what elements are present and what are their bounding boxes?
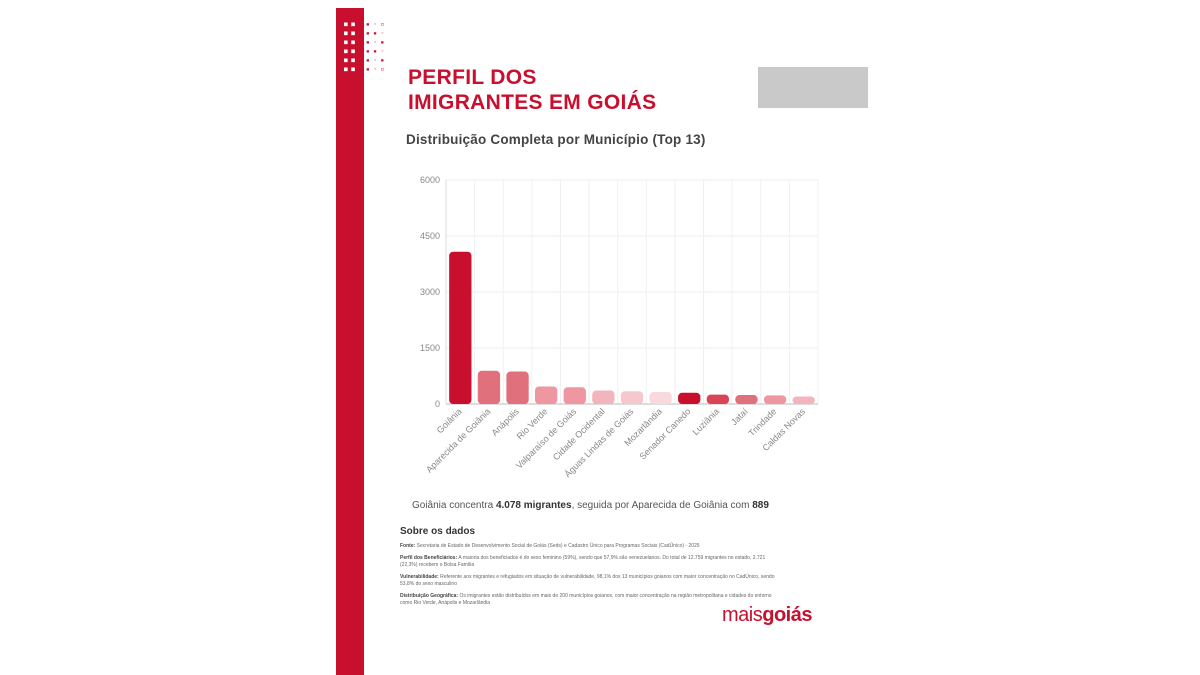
bar bbox=[449, 251, 472, 404]
bar bbox=[792, 396, 815, 404]
about-vulnerability-text: Referente aos migrantes e refugiados em … bbox=[400, 574, 775, 587]
x-tick-label: Luziânia bbox=[690, 406, 721, 437]
decorative-dots: ▪ ◦ ▫ ▪ ▪ ◦ ▪ ◦ ▪ ▪ ▪ ◦ ▪ ◦ ▪ ▪ ◦ ▫ bbox=[366, 21, 385, 73]
y-tick-label: 3000 bbox=[420, 287, 440, 297]
about-section: Sobre os dados Fonte: Secretaria de Esta… bbox=[400, 526, 780, 612]
summary-prefix: Goiânia concentra bbox=[412, 500, 496, 511]
about-profile-text: A maioria dos beneficiados é do sexo fem… bbox=[400, 555, 766, 568]
y-tick-label: 0 bbox=[435, 399, 440, 409]
bar bbox=[477, 370, 501, 404]
title-line-2: IMIGRANTES EM GOIÁS bbox=[408, 91, 657, 114]
title-line-1: PERFIL DOS bbox=[408, 66, 537, 89]
decorative-pattern: ■ ■ ■ ■ ■ ■ ■ ■ ■ ■ ■ ■ bbox=[344, 21, 355, 73]
about-source: Fonte: Secretaria de Estado de Desenvolv… bbox=[400, 543, 780, 550]
about-source-text: Secretaria de Estado de Desenvolvimento … bbox=[416, 543, 700, 549]
y-tick-label: 1500 bbox=[420, 343, 440, 353]
about-vulnerability: Vulnerabilidade: Referente aos migrantes… bbox=[400, 574, 780, 588]
about-source-label: Fonte: bbox=[400, 543, 416, 549]
y-tick-label: 6000 bbox=[420, 175, 440, 185]
about-vulnerability-label: Vulnerabilidade: bbox=[400, 574, 439, 580]
x-tick-label: Cidade Ocidental bbox=[551, 406, 607, 462]
brand-sidebar bbox=[336, 8, 364, 675]
about-profile-label: Perfil dos Beneficiários: bbox=[400, 555, 458, 561]
about-heading: Sobre os dados bbox=[400, 526, 476, 537]
logo-part-1: mais bbox=[722, 604, 763, 626]
bar bbox=[735, 395, 758, 404]
logo-part-2: goiás bbox=[762, 604, 812, 626]
summary-highlight: 4.078 migrantes bbox=[495, 500, 572, 511]
bar bbox=[563, 387, 586, 404]
about-profile: Perfil dos Beneficiários: A maioria dos … bbox=[400, 555, 780, 569]
infographic-sheet: ■ ■ ■ ■ ■ ■ ■ ■ ■ ■ ■ ■ ▪ ◦ ▫ ▪ ▪ ◦ ▪ ◦ … bbox=[336, 8, 868, 675]
bar bbox=[534, 386, 558, 404]
bar bbox=[706, 394, 730, 404]
y-tick-label: 4500 bbox=[420, 231, 440, 241]
bar bbox=[506, 371, 529, 404]
x-tick-label: Jataí bbox=[729, 406, 750, 427]
bar bbox=[649, 392, 672, 404]
bar bbox=[763, 395, 787, 404]
about-geography-text: Os imigrantes estão distribuídos em mais… bbox=[400, 593, 772, 606]
about-geography: Distribuição Geográfica: Os imigrantes e… bbox=[400, 593, 780, 607]
bar bbox=[620, 391, 644, 404]
page-title: PERFIL DOS IMIGRANTES EM GOIÁS bbox=[408, 65, 748, 115]
bar bbox=[678, 392, 701, 404]
x-tick-label: Senador Canedo bbox=[637, 406, 692, 461]
summary-second: 889 bbox=[752, 500, 769, 511]
bar bbox=[592, 390, 615, 404]
placeholder-box bbox=[758, 67, 868, 108]
about-geography-label: Distribuição Geográfica: bbox=[400, 593, 459, 599]
summary-middle: , seguida por Aparecida de Goiânia com bbox=[571, 500, 753, 511]
brand-logo: maisgoiás bbox=[722, 604, 812, 627]
summary-text: Goiânia concentra 4.078 migrantes, segui… bbox=[412, 500, 852, 511]
chart-subtitle: Distribuição Completa por Município (Top… bbox=[406, 132, 706, 147]
